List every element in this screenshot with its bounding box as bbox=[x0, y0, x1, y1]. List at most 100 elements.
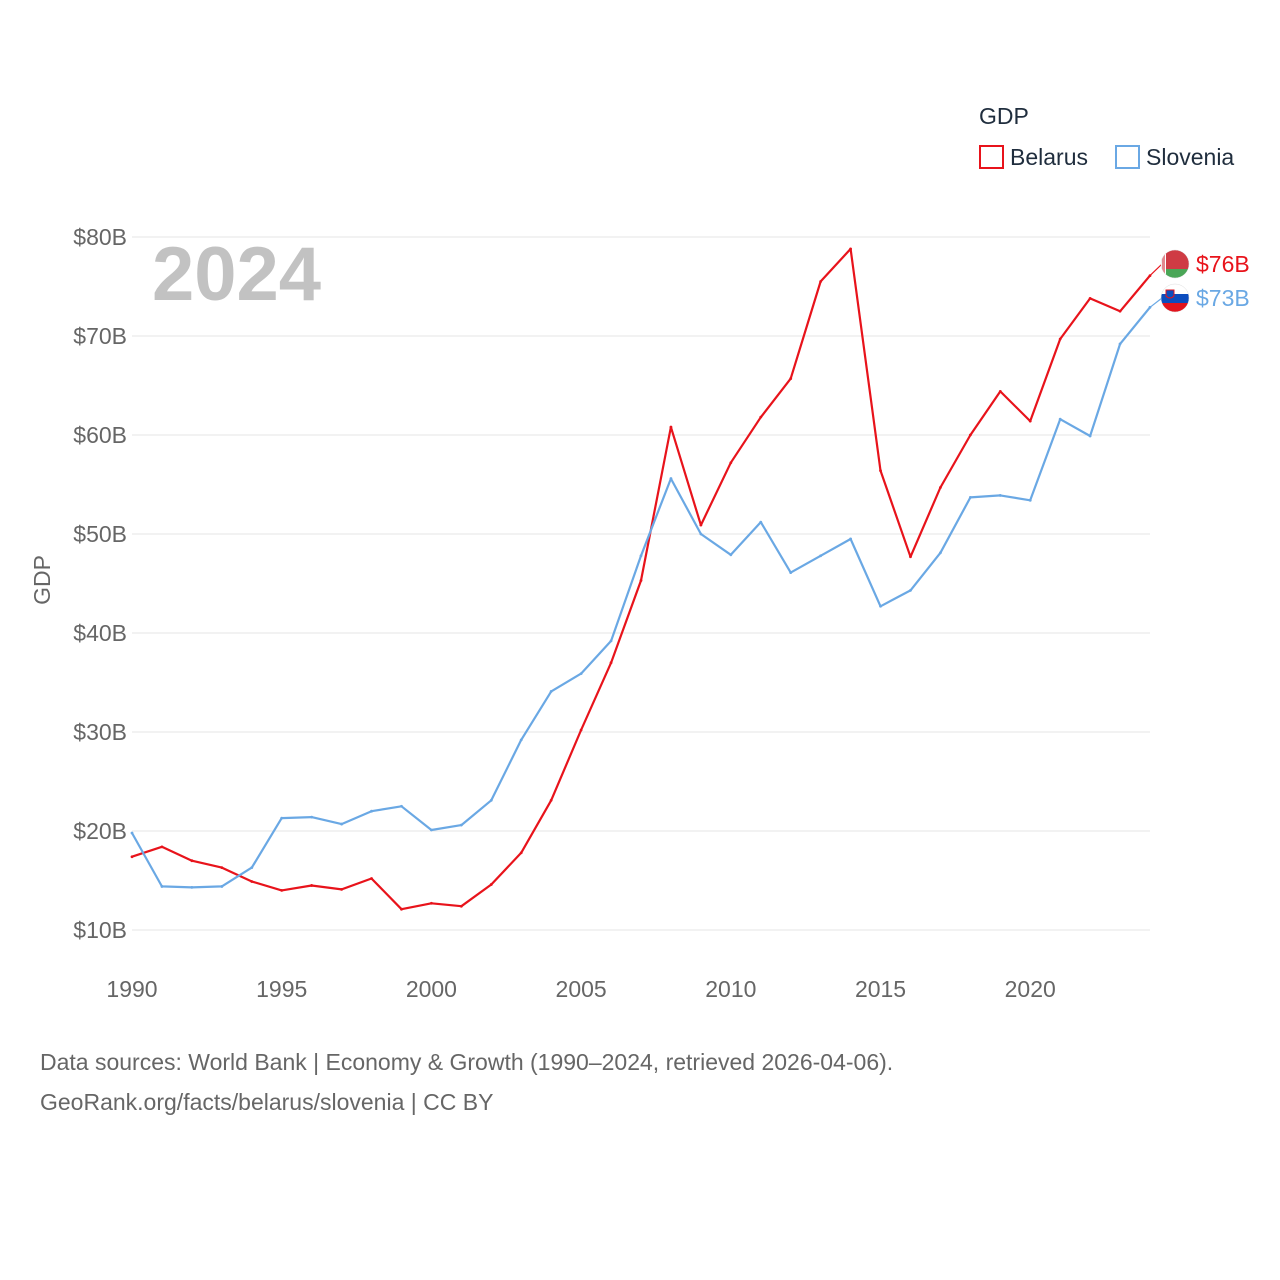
y-tick-label: $40B bbox=[73, 620, 127, 646]
data-point-belarus bbox=[789, 377, 793, 380]
y-tick-label: $50B bbox=[73, 521, 127, 547]
data-point-belarus bbox=[1088, 296, 1092, 300]
data-point-slovenia bbox=[609, 639, 613, 643]
data-point-slovenia bbox=[669, 477, 673, 480]
data-source-footer: Data sources: World Bank | Economy & Gro… bbox=[40, 1042, 1240, 1122]
data-point-belarus bbox=[340, 888, 343, 891]
x-tick-label: 2010 bbox=[705, 976, 756, 1002]
data-point-belarus bbox=[430, 901, 433, 905]
data-point-belarus bbox=[1058, 337, 1062, 341]
data-point-slovenia bbox=[250, 866, 254, 870]
y-tick-label: $80B bbox=[73, 224, 127, 250]
data-point-slovenia bbox=[939, 551, 942, 555]
data-point-slovenia bbox=[1118, 342, 1122, 346]
data-point-slovenia bbox=[489, 798, 493, 802]
data-point-belarus bbox=[669, 425, 673, 429]
data-point-belarus bbox=[879, 469, 882, 473]
data-point-slovenia bbox=[549, 690, 553, 693]
data-point-belarus bbox=[370, 877, 373, 880]
series-lines bbox=[130, 247, 1152, 911]
end-value-label-belarus: $76B bbox=[1196, 251, 1250, 277]
data-point-belarus bbox=[1028, 419, 1032, 423]
data-point-belarus bbox=[968, 433, 972, 437]
y-tick-label: $20B bbox=[73, 818, 127, 844]
data-point-slovenia bbox=[190, 886, 194, 889]
data-point-belarus bbox=[160, 845, 164, 849]
legend-swatch-belarus bbox=[979, 145, 1004, 169]
data-point-belarus bbox=[639, 579, 643, 582]
data-point-belarus bbox=[130, 855, 134, 859]
data-point-belarus bbox=[998, 390, 1002, 393]
data-point-belarus bbox=[939, 486, 942, 489]
end-labels: $76B $73B bbox=[1149, 249, 1250, 313]
gdp-line-chart: $10B$20B$30B$40B$50B$60B$70B$80B 1990 199… bbox=[29, 103, 1250, 1002]
legend-swatch-slovenia bbox=[1115, 145, 1140, 169]
data-point-belarus bbox=[400, 907, 403, 911]
data-point-slovenia bbox=[879, 604, 882, 608]
data-point-belarus bbox=[190, 859, 194, 863]
y-tick-label: $10B bbox=[73, 917, 127, 943]
data-point-slovenia bbox=[310, 815, 314, 819]
end-connector bbox=[1149, 263, 1163, 277]
grid-lines bbox=[132, 236, 1150, 931]
footer-link[interactable]: GeoRank.org/facts/belarus/slovenia | CC … bbox=[40, 1089, 494, 1115]
data-point-belarus bbox=[519, 851, 523, 855]
data-point-belarus bbox=[280, 889, 284, 892]
y-axis-ticks: $10B $20B $30B $40B $50B $60B $70B $80B bbox=[73, 224, 127, 943]
end-value-label-slovenia: $73B bbox=[1196, 285, 1250, 311]
data-point-belarus bbox=[609, 661, 613, 665]
y-tick-label: $60B bbox=[73, 422, 127, 448]
data-point-slovenia bbox=[998, 493, 1002, 497]
data-point-belarus bbox=[759, 415, 763, 419]
legend-label-slovenia: Slovenia bbox=[1146, 144, 1234, 170]
legend-title: GDP bbox=[979, 103, 1029, 129]
x-tick-label: 2000 bbox=[406, 976, 457, 1002]
data-point-slovenia bbox=[400, 804, 403, 808]
data-point-belarus bbox=[250, 880, 254, 883]
data-point-slovenia bbox=[160, 885, 164, 888]
data-point-slovenia bbox=[789, 571, 793, 575]
x-tick-label: 2015 bbox=[855, 976, 906, 1002]
year-watermark: 2024 bbox=[152, 232, 321, 317]
data-point-slovenia bbox=[639, 554, 643, 558]
data-point-slovenia bbox=[759, 520, 763, 524]
data-point-slovenia bbox=[130, 831, 134, 835]
data-point-slovenia bbox=[430, 828, 433, 832]
data-point-slovenia bbox=[819, 554, 823, 558]
y-tick-label: $30B bbox=[73, 719, 127, 745]
data-point-slovenia bbox=[699, 532, 703, 536]
series-line-belarus[interactable] bbox=[131, 247, 1151, 911]
data-point-slovenia bbox=[1028, 498, 1032, 502]
legend-item-slovenia[interactable]: Slovenia bbox=[1115, 144, 1234, 170]
x-axis-ticks: 1990 1995 2000 2005 2010 2015 2020 bbox=[106, 976, 1055, 1002]
legend-label-belarus: Belarus bbox=[1010, 144, 1088, 170]
legend-item-belarus[interactable]: Belarus bbox=[979, 144, 1088, 170]
data-point-belarus bbox=[459, 904, 463, 908]
data-point-slovenia bbox=[909, 589, 912, 592]
x-tick-label: 2020 bbox=[1005, 976, 1056, 1002]
data-point-slovenia bbox=[519, 738, 523, 742]
data-point-slovenia bbox=[340, 822, 343, 826]
slovenia-flag-icon bbox=[1160, 283, 1190, 313]
data-point-slovenia bbox=[280, 816, 284, 820]
data-point-belarus bbox=[909, 555, 912, 559]
data-point-belarus bbox=[310, 884, 314, 887]
x-tick-label: 1995 bbox=[256, 976, 307, 1002]
x-tick-label: 2005 bbox=[556, 976, 607, 1002]
data-point-slovenia bbox=[220, 885, 224, 888]
data-point-slovenia bbox=[370, 809, 373, 813]
legend: GDP Belarus Slovenia bbox=[979, 103, 1234, 170]
data-point-belarus bbox=[699, 523, 703, 527]
y-tick-label: $70B bbox=[73, 323, 127, 349]
data-point-belarus bbox=[729, 461, 733, 465]
x-tick-label: 1990 bbox=[106, 976, 157, 1002]
belarus-flag-icon bbox=[1160, 249, 1190, 279]
data-point-slovenia bbox=[849, 537, 852, 541]
footer-sources: Data sources: World Bank | Economy & Gro… bbox=[40, 1049, 894, 1075]
data-point-belarus bbox=[549, 798, 553, 802]
data-point-slovenia bbox=[729, 553, 733, 557]
data-point-slovenia bbox=[579, 672, 583, 675]
data-point-belarus bbox=[819, 280, 823, 283]
y-axis-title: GDP bbox=[29, 555, 55, 605]
data-point-belarus bbox=[489, 883, 493, 886]
